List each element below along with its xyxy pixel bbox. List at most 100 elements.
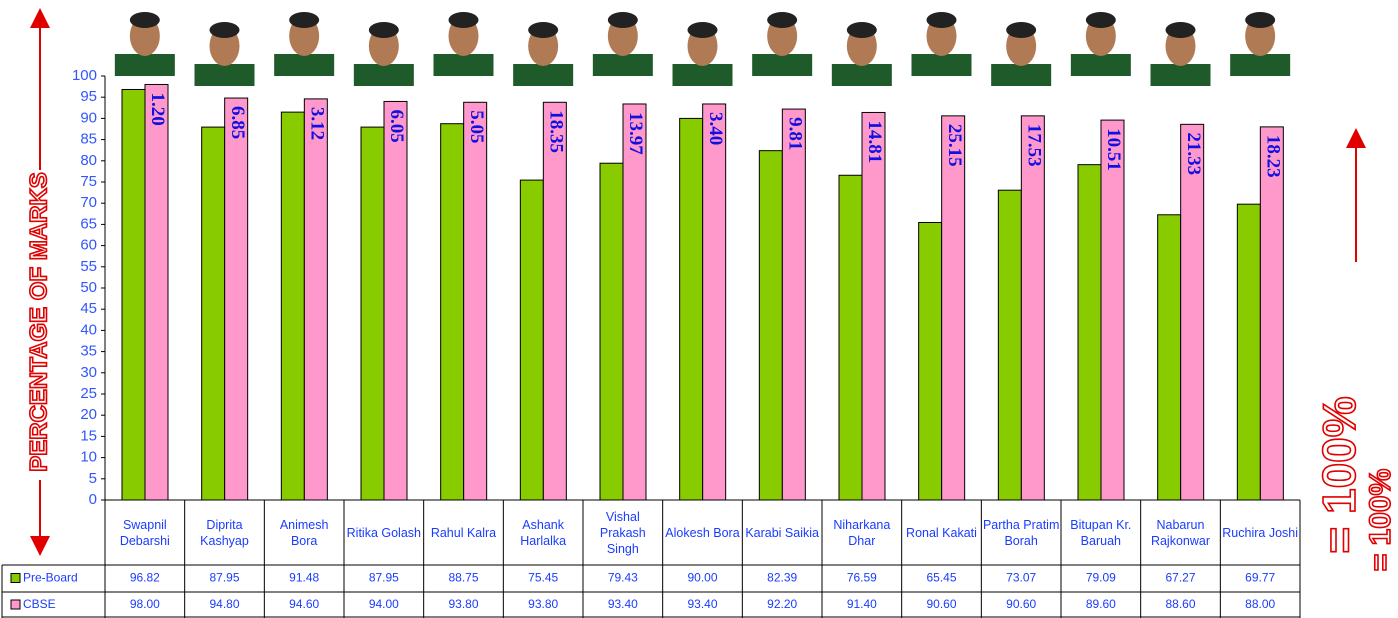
chart: PERCENTAGE OF MARKS = 100% = 100% 051015… [0, 0, 1398, 618]
photo-hair [449, 12, 479, 28]
table-value: 91.48 [289, 571, 319, 585]
photo-blazer [1071, 54, 1131, 76]
photo-hair [1086, 12, 1116, 28]
table-value: 91.40 [847, 597, 877, 611]
bar [998, 190, 1021, 500]
y-tick-label: 95 [80, 88, 97, 105]
gain-label: 3.40 [705, 112, 726, 145]
y-tick-label: 100 [72, 67, 97, 84]
x-tick-label: Animesh Bora [265, 501, 343, 564]
table-value: 88.75 [448, 571, 478, 585]
gain-label: 10.51 [1103, 128, 1124, 171]
bar [703, 104, 726, 500]
gain-label: 6.85 [227, 106, 248, 139]
side-note: = 100% [1364, 469, 1397, 572]
photo-blazer [513, 64, 573, 86]
y-tick-label: 90 [80, 109, 97, 126]
bar [122, 89, 145, 500]
table-value: 79.09 [1086, 571, 1116, 585]
x-tick-label: Swapnil Debarshi [106, 501, 184, 564]
table-value: 79.43 [608, 571, 638, 585]
category-cell: Ashank Harlalka [504, 501, 582, 564]
gain-label: 3.12 [306, 107, 327, 140]
photo-hair [210, 22, 240, 38]
y-tick-label: 15 [80, 427, 97, 444]
photo-hair [1006, 22, 1036, 38]
y-tick-label: 35 [80, 343, 97, 360]
category-cell: Bitupan Kr. Baruah [1062, 501, 1140, 564]
category-cell: Rahul Kalra [425, 501, 503, 564]
bar [281, 112, 304, 500]
x-tick-label: Vishal Prakash Singh [584, 501, 662, 564]
photo-hair [528, 22, 558, 38]
photo-hair [1245, 12, 1275, 28]
table-value: 88.00 [1245, 597, 1275, 611]
table-value: 76.59 [847, 571, 877, 585]
y-tick-label: 85 [80, 131, 97, 148]
y-tick-label: 40 [80, 321, 97, 338]
bar [862, 112, 885, 500]
y-tick-label: 45 [80, 300, 97, 317]
bar [464, 102, 487, 500]
table-value: 93.80 [448, 597, 478, 611]
y-tick-label: 5 [89, 470, 97, 487]
bar [942, 116, 965, 500]
table-value: 96.82 [130, 571, 160, 585]
bar [623, 104, 646, 500]
x-tick-label: Karabi Saikia [743, 501, 821, 564]
gain-label: 25.15 [944, 124, 965, 167]
legend-label: CBSE [23, 597, 56, 611]
bar [225, 98, 248, 500]
bar [680, 118, 703, 500]
photo-hair [369, 22, 399, 38]
photo-blazer [354, 64, 414, 86]
bar [1158, 215, 1181, 500]
bar [304, 99, 327, 500]
table-value: 75.45 [528, 571, 558, 585]
x-tick-label: Ashank Harlalka [504, 501, 582, 564]
category-cell: Ritika Golash [345, 501, 423, 564]
x-tick-label: Bitupan Kr. Baruah [1062, 501, 1140, 564]
category-cell: Karabi Saikia [743, 501, 821, 564]
x-tick-label: Partha Pratim Borah [982, 501, 1060, 564]
category-cell: Ruchira Joshi [1221, 501, 1299, 564]
y-tick-label: 65 [80, 215, 97, 232]
y-axis-title: PERCENTAGE OF MARKS [25, 172, 52, 472]
y-tick-label: 70 [80, 194, 97, 211]
table-value: 87.95 [209, 571, 239, 585]
gain-label: 5.05 [466, 110, 487, 143]
legend-swatch [11, 600, 20, 609]
photo-hair [688, 22, 718, 38]
photo-blazer [991, 64, 1051, 86]
bar [1078, 165, 1101, 500]
bar [145, 84, 168, 500]
bar [1021, 116, 1044, 500]
table-value: 67.27 [1165, 571, 1195, 585]
bar [384, 101, 407, 500]
x-tick-label: Alokesh Bora [664, 501, 742, 564]
bar [441, 124, 464, 500]
y-tick-label: 0 [89, 491, 97, 508]
bar [600, 163, 623, 500]
table-value: 90.00 [687, 571, 717, 585]
bar [782, 109, 805, 500]
bar [202, 127, 225, 500]
y-tick-label: 75 [80, 173, 97, 190]
gain-label: 13.97 [625, 112, 646, 155]
photo-blazer [593, 54, 653, 76]
table-value: 93.40 [687, 597, 717, 611]
bar [1101, 120, 1124, 500]
table-value: 88.60 [1165, 597, 1195, 611]
bar [919, 222, 942, 500]
table-value: 87.95 [369, 571, 399, 585]
gain-label: 17.53 [1023, 124, 1044, 167]
y-tick-label: 60 [80, 237, 97, 254]
photo-blazer [1151, 64, 1211, 86]
table-value: 89.60 [1086, 597, 1116, 611]
x-tick-label: Niharkana Dhar [823, 501, 901, 564]
photo-blazer [434, 54, 494, 76]
table-value: 98.00 [130, 597, 160, 611]
gain-label: 6.05 [386, 109, 407, 142]
photo-blazer [832, 64, 892, 86]
x-tick-label: Ronal Kakati [903, 501, 981, 564]
